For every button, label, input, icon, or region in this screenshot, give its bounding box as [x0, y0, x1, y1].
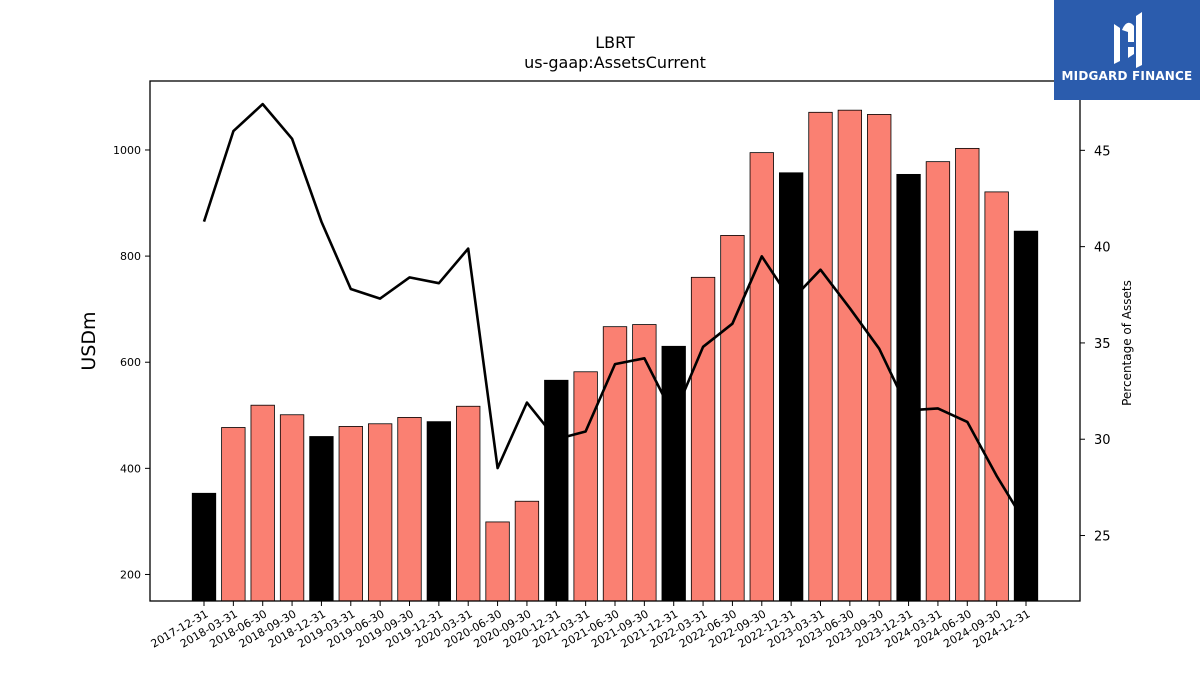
bar-2020-06-30: [485, 521, 510, 602]
logo-text: MIDGARD FINANCE: [1061, 69, 1193, 83]
brand-logo: MIDGARD FINANCE: [1054, 0, 1200, 100]
bar-2018-09-30: [279, 414, 305, 602]
bar-2022-09-30: [749, 152, 774, 602]
y2-tick-label: 35: [1094, 337, 1111, 352]
chart-subtitle: us-gaap:AssetsCurrent: [524, 53, 706, 72]
y-tick-label: 1000: [113, 144, 141, 157]
y-tick-label: 600: [120, 356, 141, 369]
chart-title: LBRT: [595, 33, 635, 52]
bar-2018-12-31: [309, 436, 334, 602]
bar-2018-06-30: [250, 404, 275, 602]
bar-2023-03-31: [808, 111, 833, 602]
y2-tick-label: 45: [1094, 144, 1111, 159]
y-tick-label: 800: [120, 250, 141, 263]
y2-tick-label: 30: [1094, 433, 1111, 448]
bar-2020-12-31: [544, 379, 569, 602]
bar-2024-09-30: [984, 191, 1009, 602]
y-tick-label: 200: [120, 568, 141, 581]
y2-tick-label: 25: [1094, 530, 1111, 545]
percentage-line: [202, 102, 1028, 525]
y2-axis-label: Percentage of Assets: [1120, 280, 1134, 406]
bar-2023-12-31: [896, 173, 921, 602]
bar-2023-06-30: [837, 109, 863, 602]
bar-2024-12-31: [1013, 230, 1039, 602]
bar-2022-03-31: [690, 276, 716, 602]
bar-2019-12-31: [426, 421, 452, 602]
bar-2020-09-30: [514, 500, 540, 602]
bar-2023-09-30: [867, 114, 892, 602]
bar-2021-03-31: [573, 371, 598, 602]
bar-2019-09-30: [397, 417, 422, 602]
bar-2019-03-31: [338, 426, 363, 602]
bar-2021-06-30: [602, 326, 628, 602]
bar-2017-12-31: [191, 492, 217, 602]
bar-2018-03-31: [221, 427, 246, 602]
y-axis-label: USDm: [78, 311, 100, 370]
bar-2022-12-31: [778, 172, 804, 602]
y-tick-label: 400: [120, 462, 141, 475]
bar-2024-03-31: [925, 161, 951, 602]
bar-2022-06-30: [720, 235, 745, 602]
bar-2020-03-31: [456, 405, 481, 602]
bar-2019-06-30: [367, 423, 393, 602]
bar-2021-09-30: [632, 324, 657, 602]
y2-tick-label: 40: [1094, 241, 1111, 256]
bar-2021-12-31: [661, 345, 686, 602]
logo-mark-icon: [1114, 12, 1142, 68]
bar-2024-06-30: [955, 147, 980, 602]
